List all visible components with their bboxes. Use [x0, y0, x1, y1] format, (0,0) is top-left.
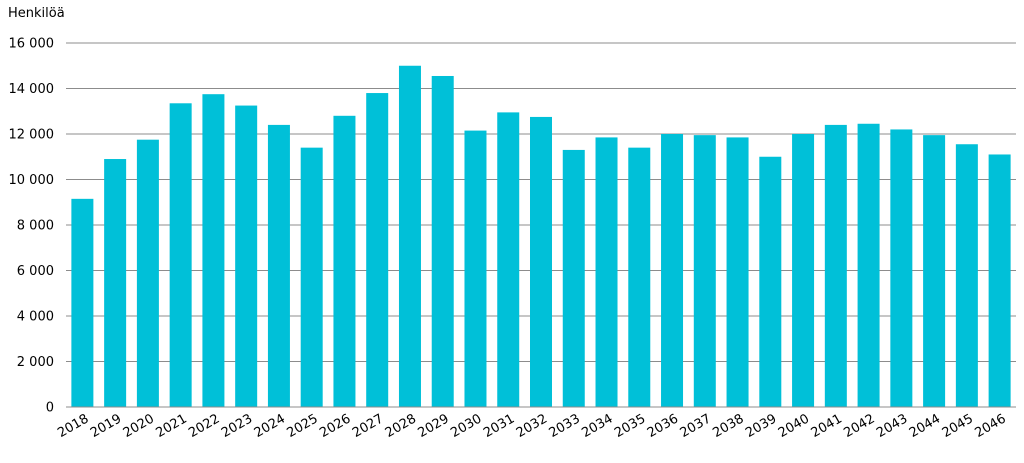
y-tick-label: 6 000	[17, 264, 54, 279]
x-tick-label: 2018	[55, 411, 91, 441]
bar-2024	[267, 124, 290, 408]
x-tick-label: 2039	[743, 411, 779, 441]
x-tick-label: 2040	[776, 411, 812, 441]
bar-2040	[792, 134, 815, 407]
x-tick-label: 2030	[448, 411, 484, 441]
x-tick-label: 2042	[841, 411, 877, 441]
bar-2023	[235, 105, 258, 407]
x-tick-label: 2022	[186, 411, 222, 441]
bar-2021	[169, 103, 192, 407]
y-tick-label: 8 000	[17, 219, 54, 234]
x-tick-label: 2026	[317, 411, 353, 441]
bar-2025	[300, 147, 323, 407]
y-tick-label: 12 000	[9, 128, 55, 143]
x-tick-label: 2043	[874, 411, 910, 441]
x-tick-label: 2045	[940, 411, 976, 441]
x-tick-label: 2044	[907, 411, 943, 441]
x-tick-label: 2036	[645, 411, 681, 441]
bar-2039	[759, 156, 782, 407]
y-tick-label: 10 000	[9, 173, 55, 188]
x-tick-label: 2019	[88, 411, 124, 441]
bar-2046	[988, 154, 1011, 407]
bar-2045	[955, 144, 978, 408]
y-tick-label: 0	[46, 401, 54, 416]
x-tick-label: 2046	[972, 411, 1008, 441]
x-tick-label: 2037	[678, 411, 714, 441]
bar-2020	[136, 139, 159, 407]
bars	[71, 65, 1011, 408]
bar-2041	[824, 124, 847, 408]
x-tick-label: 2032	[514, 411, 550, 441]
y-tick-label: 2 000	[17, 355, 54, 370]
x-axis-ticks: 2018201920202021202220232024202520262027…	[55, 411, 1008, 441]
bar-2027	[366, 93, 389, 408]
y-tick-label: 14 000	[9, 82, 55, 97]
x-tick-label: 2029	[416, 411, 452, 441]
x-tick-label: 2020	[121, 411, 157, 441]
y-axis-ticks: 0 2 000 4 000 6 000 8 000 10 000 12 000 14 000 1…	[9, 37, 55, 416]
x-tick-label: 2031	[481, 411, 517, 441]
bar-2031	[497, 112, 520, 407]
bar-2044	[923, 135, 946, 407]
bar-2038	[726, 137, 749, 407]
bar-2032	[530, 116, 552, 407]
x-tick-label: 2034	[579, 411, 615, 441]
bar-2022	[202, 94, 225, 407]
bar-2026	[333, 115, 356, 408]
bar-2033	[562, 149, 585, 408]
bar-2034	[595, 137, 618, 407]
bar-2035	[628, 147, 651, 407]
x-tick-label: 2041	[809, 411, 845, 441]
bar-2029	[431, 75, 454, 408]
x-tick-label: 2038	[710, 411, 746, 441]
bar-2018	[71, 198, 94, 407]
x-tick-label: 2028	[383, 411, 419, 441]
bar-2036	[661, 134, 684, 407]
x-tick-label: 2024	[252, 411, 288, 441]
bar-2028	[398, 65, 421, 407]
bar-2037	[693, 135, 716, 407]
y-tick-label: 4 000	[17, 310, 54, 325]
x-tick-label: 2023	[219, 411, 255, 441]
bar-2043	[890, 129, 913, 407]
bar-2019	[104, 159, 127, 407]
bar-2042	[857, 123, 880, 407]
bar-2030	[464, 130, 487, 407]
x-tick-label: 2033	[547, 411, 583, 441]
y-tick-label: 16 000	[9, 37, 55, 52]
y-axis-unit-label: Henkilöä	[8, 6, 65, 21]
x-tick-label: 2035	[612, 411, 648, 441]
x-tick-label: 2027	[350, 411, 386, 441]
x-tick-label: 2021	[153, 411, 189, 441]
x-tick-label: 2025	[285, 411, 321, 441]
